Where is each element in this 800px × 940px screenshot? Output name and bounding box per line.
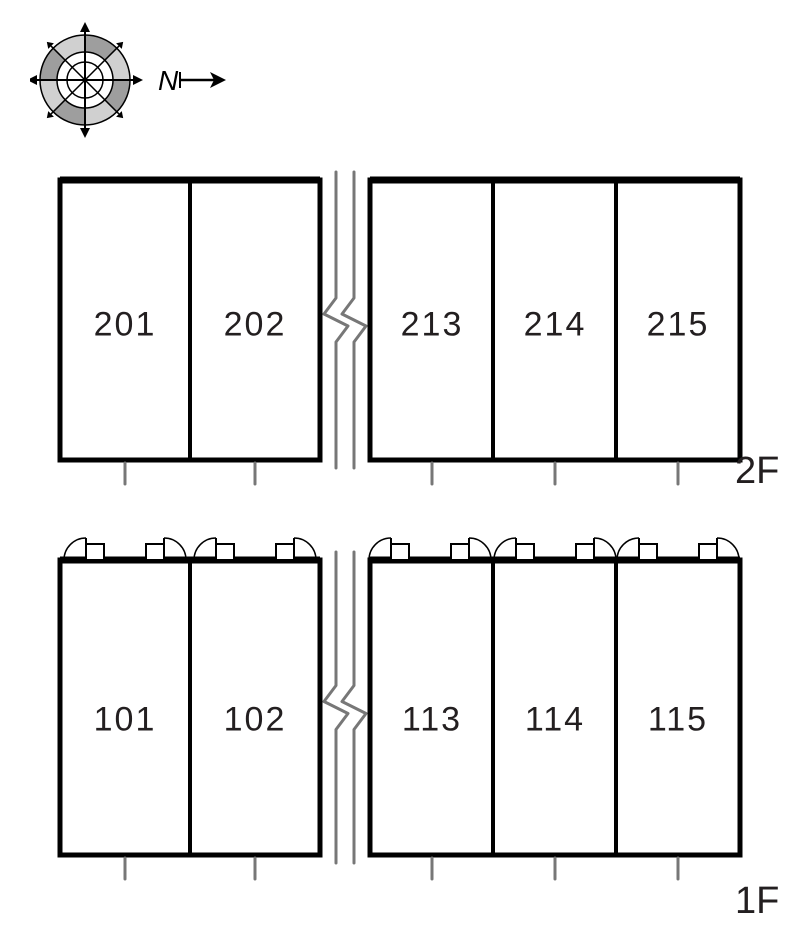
floor-label-2F: 2F — [735, 450, 779, 493]
unit-label-201: 201 — [94, 306, 157, 345]
unit-label-113: 113 — [402, 701, 462, 740]
floorplan-canvas: N 201 202 213 214 215 2F 101 102 113 114 115 1F — [0, 0, 800, 940]
unit-label-102: 102 — [224, 701, 287, 740]
floor-2F — [0, 0, 800, 940]
floor-label-1F: 1F — [735, 880, 779, 923]
unit-label-202: 202 — [224, 306, 287, 345]
compass: N — [30, 20, 200, 130]
unit-label-213: 213 — [401, 306, 464, 345]
unit-label-115: 115 — [648, 701, 708, 740]
svg-text:N: N — [158, 65, 179, 96]
unit-label-215: 215 — [647, 306, 710, 345]
unit-label-214: 214 — [524, 306, 587, 345]
unit-label-114: 114 — [525, 701, 585, 740]
floor-1F — [0, 0, 800, 940]
unit-label-101: 101 — [94, 701, 157, 740]
